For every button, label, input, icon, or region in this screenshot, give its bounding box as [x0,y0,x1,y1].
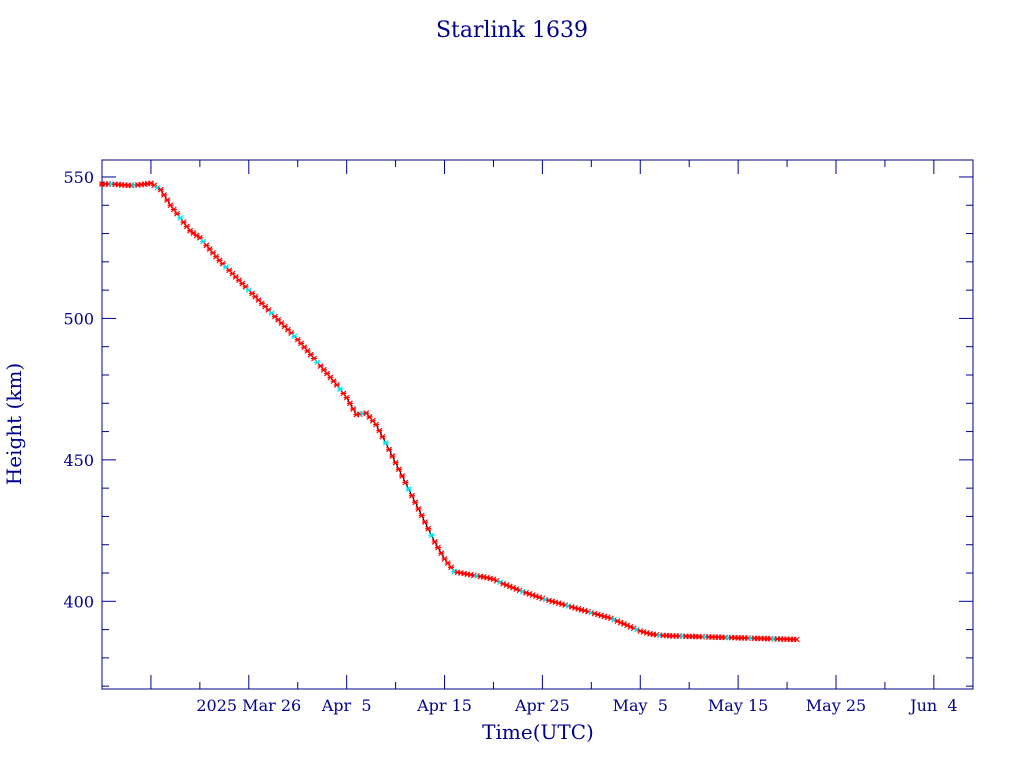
data-point [304,348,311,354]
data-point [376,427,383,434]
data-point [435,544,442,551]
data-point [301,344,308,351]
data-point [415,505,422,512]
data-point [379,433,386,440]
data-point [425,525,432,532]
data-point [386,446,393,453]
data-point [327,374,334,381]
y-tick-label: 550 [63,168,94,187]
data-point [369,417,376,424]
x-tick-label: Apr 5 [321,696,372,715]
x-tick-label: May 15 [708,696,768,715]
y-tick-label: 450 [63,451,94,470]
data-point [180,219,187,226]
data-point [389,453,396,460]
data-point [317,363,324,369]
data-point [373,421,380,428]
data-point [206,246,213,253]
data-point [294,336,301,343]
data-point [431,538,438,545]
data-point [311,355,318,362]
data-point [363,410,370,417]
chart-title: Starlink 1639 [436,18,588,43]
data-point [408,492,415,499]
data-point [190,230,197,237]
data-point [392,459,399,466]
x-tick-label: Apr 25 [514,696,570,715]
data-point [314,359,321,366]
data-point [793,636,800,643]
data-point [337,386,344,393]
x-tick-labels: 2025 Mar 26 Apr 5 Apr 15 Apr 25 May 5 May 15 M… [196,696,957,715]
x-tick-label: 2025 Mar 26 [196,696,301,715]
x-axis-label: Time(UTC) [482,720,594,744]
data-point [448,564,455,571]
data-point [330,378,337,385]
data-point [441,555,448,562]
data-point [418,512,425,519]
data-point [213,253,220,260]
data-point [170,206,177,213]
x-tick-label: May 25 [806,696,866,715]
data-point [174,210,181,217]
plot-frame [101,159,974,690]
data-point [196,234,203,241]
data-point [320,366,327,373]
data-point [366,414,373,420]
data-point [297,340,304,347]
data-point [395,466,402,473]
data-point [324,370,331,377]
x-tick-label: Jun 4 [908,696,957,715]
data-point [200,238,207,245]
data-point [307,351,314,358]
data-point [421,519,428,526]
data-point [209,249,216,256]
data-point [177,215,184,221]
data-point [405,486,412,493]
x-tick-label: Apr 15 [416,696,472,715]
data-point [340,390,347,397]
y-tick-label: 500 [63,309,94,328]
data-point [333,381,340,388]
data-point [343,394,350,401]
data-point [187,227,194,234]
data-point [438,550,445,557]
y-axis-label: Height (km) [2,363,26,485]
data-point [428,532,435,539]
data-point [160,191,167,198]
data-point [399,472,406,479]
y-tick-labels: 400 450 500 550 [63,168,94,611]
data-point [167,202,174,209]
y-tick-label: 400 [63,592,94,611]
data-point [203,242,210,249]
data-point [402,479,409,486]
data-point [183,223,190,230]
series-line [102,182,797,640]
data-point [350,406,357,412]
series-markers [99,180,800,643]
axis-ticks [102,160,973,689]
data-point [193,232,200,239]
data-point [412,499,419,506]
data-point [346,400,353,407]
data-point [444,560,451,567]
data-point [157,186,164,193]
data-point [164,197,171,204]
x-tick-label: May 5 [613,696,668,715]
data-point [382,439,389,446]
